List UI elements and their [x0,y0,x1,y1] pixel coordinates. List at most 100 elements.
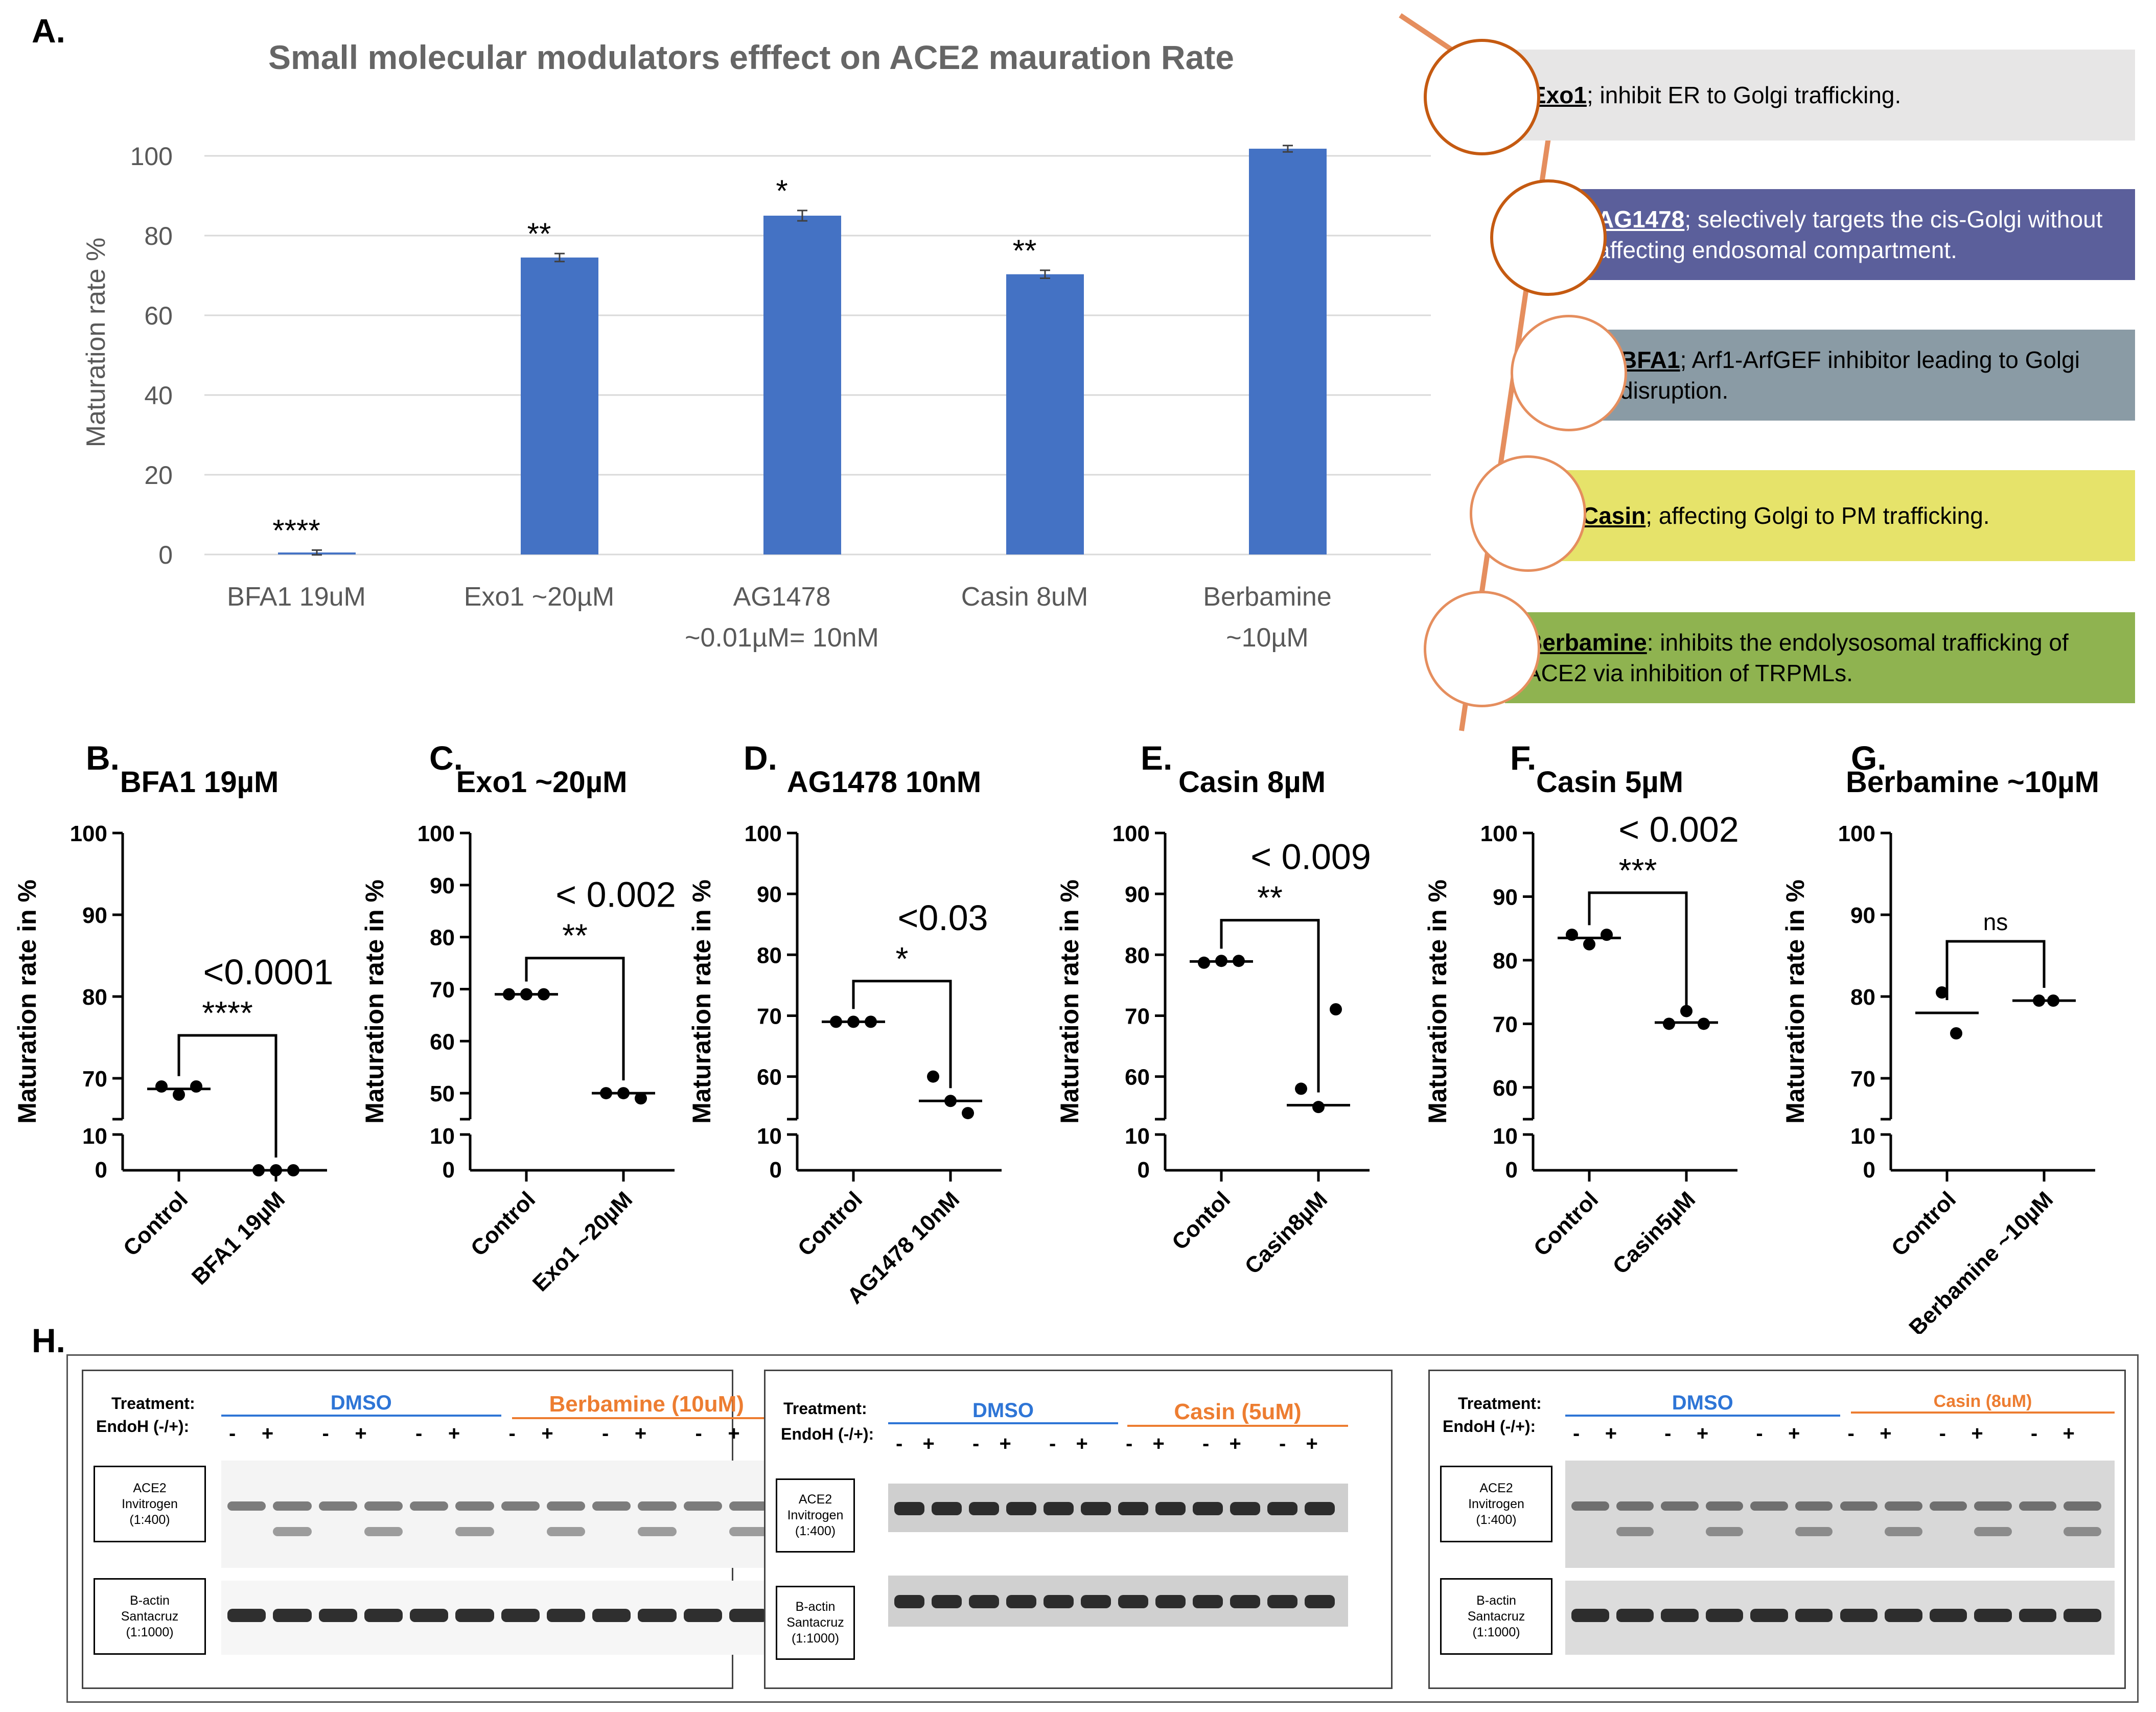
endoh-label: EndoH (-/+): [781,1425,874,1443]
blot-band [455,1501,494,1511]
group-dmso: DMSO [888,1399,1118,1424]
y-tick-label: 10 [1850,1124,1875,1149]
lane-endoh-sign: - [229,1422,236,1445]
x-tick-label: Control [1529,1187,1603,1261]
blot-band [364,1501,403,1511]
y-tick-label: 0 [1505,1158,1518,1183]
lane-endoh-sign: + [634,1422,647,1445]
antibody-text: (1:1000) [126,1625,174,1639]
data-point [1680,1005,1693,1017]
blot-band [1661,1609,1699,1623]
significance-bracket [177,1034,277,1158]
antibody-text: Santacruz [786,1615,844,1630]
blot-band [273,1501,312,1511]
y-axis-label: Maturation rate in % [360,880,389,1124]
significance-stars: * [896,940,909,977]
timeline-node [1490,179,1607,296]
chart-title: Casin 5µM [1536,766,1683,799]
x-tick-label: ~0.01µM= 10nM [685,623,879,653]
lane-endoh-sign: + [1696,1422,1709,1445]
data-point [155,1080,168,1093]
antibody-text: (1:1000) [1472,1625,1520,1639]
panel-label-a: A. [32,12,65,50]
antibody-text: ACE2 [133,1480,167,1495]
lane-endoh-sign: - [1573,1422,1580,1445]
blot-band [932,1595,962,1608]
bar [521,257,598,554]
chart-title: Casin 8µM [1178,766,1326,799]
significance-stars: ** [562,917,588,954]
antibody-text: Invitrogen [122,1496,178,1511]
antibody-text: Santacruz [121,1609,179,1624]
significance-bracket [1588,891,1688,1010]
blot-band [1571,1609,1609,1623]
bar [1006,274,1084,554]
lane-endoh-sign: - [1756,1422,1763,1445]
x-tick-label: Casin5µM [1608,1187,1701,1279]
blot-band [932,1502,962,1516]
timeline-node [1424,39,1540,155]
blot-image [221,1461,781,1568]
lane-endoh-sign: - [1279,1432,1286,1455]
data-point [190,1080,202,1093]
blot-band [1750,1501,1788,1511]
blot-band [592,1609,631,1623]
data-point [1583,938,1595,951]
y-tick-label: 10 [1125,1124,1150,1149]
chart-title: Small molecular modulators efffect on AC… [268,38,1234,76]
lane-endoh-sign: - [1202,1432,1210,1455]
y-tick-label: 80 [1850,985,1875,1010]
antibody-text: (1:400) [795,1524,836,1538]
data-point [1936,986,1948,999]
blot-band [1081,1502,1111,1516]
antibody-box-actin: B-actin Santacruz (1:1000) [776,1586,855,1660]
bar [763,216,841,554]
data-point [1950,1027,1962,1039]
blot-band [1044,1502,1074,1516]
antibody-text: ACE2 [1479,1480,1513,1495]
panel-label-b: B. [86,739,120,777]
treatment-label: Treatment: [111,1394,195,1413]
antibody-box-ace2: ACE2 Invitrogen (1:400) [1440,1466,1552,1542]
blot-band [1118,1502,1148,1516]
blot-band [1929,1501,1967,1511]
blot-band [1705,1527,1744,1537]
y-tick-label: 60 [1125,1065,1150,1090]
p-value: <0.03 [897,898,988,938]
y-tick-label: 0 [443,1158,455,1183]
x-tick-label: BFA1 19uM [227,582,366,612]
y-tick-label: 70 [1125,1004,1150,1029]
y-tick-label: 60 [144,302,173,330]
y-tick-label: 80 [757,943,782,968]
lane-endoh-sign: - [1664,1422,1672,1445]
lane-endoh-sign: + [355,1422,367,1445]
y-tick-label: 100 [1480,821,1518,846]
y-tick-label: 10 [82,1124,107,1149]
data-point [1330,1003,1342,1015]
y-tick-label: 70 [1493,1012,1518,1037]
timeline-drug-description: ; selectively targets the cis-Golgi with… [1597,206,2103,263]
y-tick-label: 10 [430,1124,455,1149]
lane-endoh-sign: + [1076,1432,1088,1455]
y-tick-label: 0 [1863,1158,1875,1183]
y-tick-label: 70 [1850,1067,1875,1092]
blot-band [1705,1501,1744,1511]
data-point [1295,1082,1307,1095]
scatter-chart-ag1478: AG1478 10nM Maturation rate in % 60 70 80 90 1… [687,766,1002,1309]
y-tick-label: 90 [1125,882,1150,907]
blot-band [969,1595,999,1608]
x-tick-label: BFA1 19µM [187,1187,290,1289]
chart-title: AG1478 10nM [787,766,981,799]
blot-band [1795,1527,1833,1537]
y-tick-label: 10 [757,1124,782,1149]
blot-band [638,1527,677,1537]
significance-bracket [1220,919,1320,1093]
y-axis-label: Maturation rate in % [1781,880,1810,1124]
lane-endoh-sign: + [1971,1422,1983,1445]
blot-band [227,1609,266,1623]
blot-band [1885,1609,1922,1623]
timeline-box-berbamine: Berbamine: inhibits the endolysosomal tr… [1505,612,2135,703]
x-tick-label: Contol [1167,1187,1235,1255]
blot-band [1795,1501,1833,1511]
